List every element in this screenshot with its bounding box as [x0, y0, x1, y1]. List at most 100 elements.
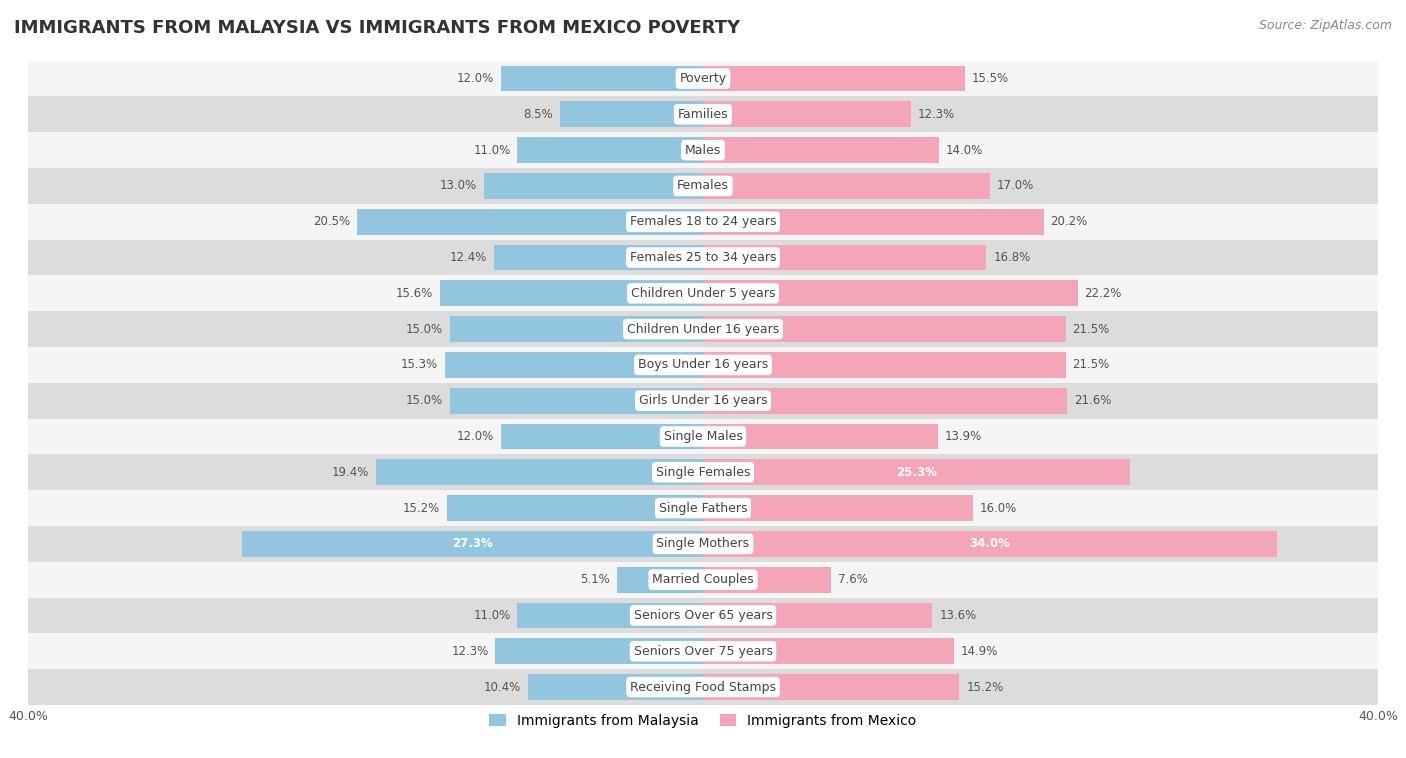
Bar: [444, 352, 703, 377]
Bar: [703, 567, 831, 593]
Bar: [28, 240, 1378, 275]
Text: 16.8%: 16.8%: [993, 251, 1031, 264]
Bar: [450, 388, 703, 414]
Text: 21.5%: 21.5%: [1073, 359, 1109, 371]
Text: Seniors Over 65 years: Seniors Over 65 years: [634, 609, 772, 622]
Bar: [28, 526, 1378, 562]
Bar: [28, 275, 1378, 312]
Text: Married Couples: Married Couples: [652, 573, 754, 586]
Bar: [703, 531, 1277, 556]
Bar: [703, 245, 987, 271]
Text: 15.6%: 15.6%: [396, 287, 433, 300]
Text: Single Mothers: Single Mothers: [657, 537, 749, 550]
Bar: [28, 490, 1378, 526]
Bar: [703, 208, 1043, 235]
Text: 11.0%: 11.0%: [474, 609, 510, 622]
Text: Males: Males: [685, 143, 721, 157]
Text: 22.2%: 22.2%: [1084, 287, 1122, 300]
Text: 14.9%: 14.9%: [962, 645, 998, 658]
Bar: [703, 102, 911, 127]
Text: 15.2%: 15.2%: [966, 681, 1004, 694]
Legend: Immigrants from Malaysia, Immigrants from Mexico: Immigrants from Malaysia, Immigrants fro…: [484, 708, 922, 734]
Bar: [28, 168, 1378, 204]
Text: 8.5%: 8.5%: [523, 108, 553, 121]
Text: 15.5%: 15.5%: [972, 72, 1008, 85]
Text: Females 18 to 24 years: Females 18 to 24 years: [630, 215, 776, 228]
Text: 10.4%: 10.4%: [484, 681, 520, 694]
Bar: [28, 669, 1378, 705]
Bar: [357, 208, 703, 235]
Bar: [703, 316, 1066, 342]
Text: Females: Females: [678, 180, 728, 193]
Text: Children Under 16 years: Children Under 16 years: [627, 323, 779, 336]
Bar: [494, 245, 703, 271]
Bar: [703, 424, 938, 449]
Bar: [28, 132, 1378, 168]
Bar: [28, 347, 1378, 383]
Text: 15.0%: 15.0%: [406, 323, 443, 336]
Text: 20.5%: 20.5%: [314, 215, 350, 228]
Bar: [28, 312, 1378, 347]
Text: 12.3%: 12.3%: [917, 108, 955, 121]
Text: 34.0%: 34.0%: [969, 537, 1011, 550]
Text: Families: Families: [678, 108, 728, 121]
Bar: [560, 102, 703, 127]
Bar: [28, 634, 1378, 669]
Bar: [242, 531, 703, 556]
Bar: [703, 173, 990, 199]
Bar: [28, 454, 1378, 490]
Text: 15.3%: 15.3%: [401, 359, 439, 371]
Bar: [517, 137, 703, 163]
Bar: [28, 204, 1378, 240]
Text: 25.3%: 25.3%: [896, 465, 936, 479]
Text: Single Females: Single Females: [655, 465, 751, 479]
Bar: [527, 674, 703, 700]
Bar: [28, 61, 1378, 96]
Bar: [501, 66, 703, 92]
Text: 15.2%: 15.2%: [402, 502, 440, 515]
Text: Poverty: Poverty: [679, 72, 727, 85]
Bar: [617, 567, 703, 593]
Text: 16.0%: 16.0%: [980, 502, 1017, 515]
Text: 12.0%: 12.0%: [457, 72, 494, 85]
Bar: [28, 383, 1378, 418]
Bar: [703, 674, 959, 700]
Text: 19.4%: 19.4%: [332, 465, 368, 479]
Bar: [517, 603, 703, 628]
Text: IMMIGRANTS FROM MALAYSIA VS IMMIGRANTS FROM MEXICO POVERTY: IMMIGRANTS FROM MALAYSIA VS IMMIGRANTS F…: [14, 19, 740, 37]
Bar: [703, 495, 973, 521]
Bar: [28, 597, 1378, 634]
Text: 12.4%: 12.4%: [450, 251, 486, 264]
Bar: [703, 388, 1067, 414]
Bar: [703, 603, 932, 628]
Text: 12.3%: 12.3%: [451, 645, 489, 658]
Text: 20.2%: 20.2%: [1050, 215, 1088, 228]
Text: 21.6%: 21.6%: [1074, 394, 1112, 407]
Bar: [450, 316, 703, 342]
Bar: [484, 173, 703, 199]
Text: 17.0%: 17.0%: [997, 180, 1033, 193]
Text: Children Under 5 years: Children Under 5 years: [631, 287, 775, 300]
Bar: [447, 495, 703, 521]
Text: 12.0%: 12.0%: [457, 430, 494, 443]
Bar: [375, 459, 703, 485]
Text: 5.1%: 5.1%: [581, 573, 610, 586]
Text: 13.6%: 13.6%: [939, 609, 976, 622]
Text: Boys Under 16 years: Boys Under 16 years: [638, 359, 768, 371]
Bar: [703, 459, 1130, 485]
Text: 13.9%: 13.9%: [945, 430, 981, 443]
Text: Girls Under 16 years: Girls Under 16 years: [638, 394, 768, 407]
Bar: [703, 352, 1066, 377]
Text: Source: ZipAtlas.com: Source: ZipAtlas.com: [1258, 19, 1392, 32]
Text: 7.6%: 7.6%: [838, 573, 868, 586]
Bar: [703, 66, 965, 92]
Bar: [28, 96, 1378, 132]
Bar: [440, 280, 703, 306]
Bar: [28, 562, 1378, 597]
Text: Single Fathers: Single Fathers: [659, 502, 747, 515]
Text: 15.0%: 15.0%: [406, 394, 443, 407]
Bar: [703, 638, 955, 664]
Bar: [703, 280, 1077, 306]
Bar: [28, 418, 1378, 454]
Text: Receiving Food Stamps: Receiving Food Stamps: [630, 681, 776, 694]
